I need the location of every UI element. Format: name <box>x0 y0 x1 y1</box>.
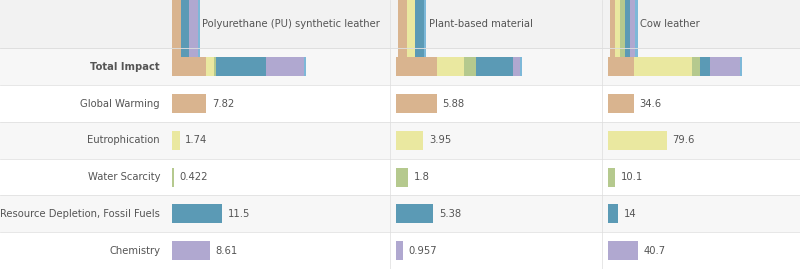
Bar <box>614 0 620 65</box>
Bar <box>415 0 424 65</box>
Bar <box>608 131 666 150</box>
Bar <box>710 57 740 76</box>
Bar <box>396 168 409 187</box>
Bar <box>464 57 476 76</box>
Text: Cow leather: Cow leather <box>640 19 700 29</box>
Bar <box>396 57 437 76</box>
Bar <box>620 0 625 65</box>
Text: 40.7: 40.7 <box>644 246 666 256</box>
Bar <box>437 57 464 76</box>
Text: Total Impact: Total Impact <box>90 62 160 72</box>
Text: 5.88: 5.88 <box>442 98 464 109</box>
Text: 0.957: 0.957 <box>408 246 437 256</box>
Text: Chemistry: Chemistry <box>109 246 160 256</box>
Bar <box>0 85 800 122</box>
Bar <box>172 94 206 113</box>
Bar <box>0 122 800 159</box>
Bar <box>396 241 402 260</box>
Bar <box>396 94 437 113</box>
Text: 79.6: 79.6 <box>672 135 694 145</box>
Bar <box>634 57 692 76</box>
Bar <box>608 204 618 224</box>
Bar <box>635 0 638 65</box>
Text: 1.8: 1.8 <box>414 172 430 182</box>
Bar <box>520 57 522 76</box>
Bar <box>476 57 514 76</box>
Text: Resource Depletion, Fossil Fuels: Resource Depletion, Fossil Fuels <box>0 209 160 219</box>
Text: Polyurethane (PU) synthetic leather: Polyurethane (PU) synthetic leather <box>202 19 380 29</box>
Bar <box>740 57 742 76</box>
Bar <box>630 0 635 65</box>
Bar <box>396 204 433 224</box>
Bar <box>608 168 615 187</box>
Bar <box>608 57 634 76</box>
Text: 11.5: 11.5 <box>228 209 250 219</box>
Bar <box>172 241 210 260</box>
Bar <box>266 57 304 76</box>
Bar <box>189 0 198 65</box>
Bar <box>0 159 800 196</box>
Bar <box>214 57 216 76</box>
Text: 1.74: 1.74 <box>186 135 207 145</box>
Bar <box>610 0 614 65</box>
Text: 8.61: 8.61 <box>215 246 238 256</box>
Text: 10.1: 10.1 <box>621 172 643 182</box>
Bar <box>692 57 700 76</box>
Bar <box>0 196 800 232</box>
Text: 34.6: 34.6 <box>639 98 662 109</box>
Bar <box>514 57 520 76</box>
Bar <box>0 232 800 269</box>
Bar <box>424 0 426 65</box>
Bar <box>172 57 206 76</box>
Bar <box>700 57 710 76</box>
Bar <box>396 131 423 150</box>
Text: 7.82: 7.82 <box>212 98 234 109</box>
Text: 14: 14 <box>624 209 637 219</box>
Text: Eutrophication: Eutrophication <box>87 135 160 145</box>
Bar <box>608 241 638 260</box>
Text: 0.422: 0.422 <box>179 172 208 182</box>
Text: Water Scarcity: Water Scarcity <box>87 172 160 182</box>
Bar <box>0 0 800 48</box>
Bar <box>407 0 415 65</box>
Text: 3.95: 3.95 <box>429 135 451 145</box>
Bar <box>304 57 306 76</box>
Text: Global Warming: Global Warming <box>80 98 160 109</box>
Bar <box>198 0 200 65</box>
Bar <box>216 57 266 76</box>
Bar <box>172 0 181 65</box>
Bar <box>625 0 630 65</box>
Bar <box>398 0 407 65</box>
Bar <box>206 57 214 76</box>
Bar <box>181 0 189 65</box>
Bar <box>172 168 174 187</box>
Text: Plant-based material: Plant-based material <box>429 19 533 29</box>
Text: 5.38: 5.38 <box>438 209 461 219</box>
Bar <box>608 94 634 113</box>
Bar <box>172 204 222 224</box>
Bar <box>172 131 180 150</box>
Bar <box>0 48 800 85</box>
